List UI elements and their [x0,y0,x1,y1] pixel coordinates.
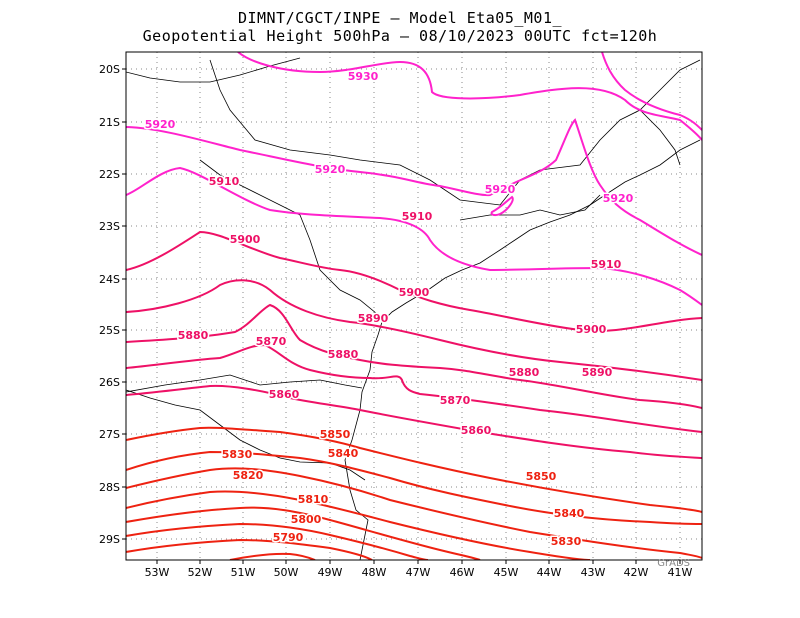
lon-tick-label: 52W [188,566,213,579]
map-frame [125,51,703,561]
lat-tick-label: 24S [99,273,120,286]
contour-label: 5910 [591,258,622,271]
contour-label: 5870 [440,394,471,407]
state-border-mg-es [639,109,681,166]
contour-label: 5880 [328,348,359,361]
contour-line [126,522,429,560]
contour-label: 5790 [273,531,304,544]
contour-label: 5840 [328,447,359,460]
contour-label: 5920 [315,163,346,176]
contour-label: 5810 [298,493,329,506]
lat-tick-label: 26S [99,376,120,389]
contour-label: 5840 [554,507,585,520]
contour-label: 5880 [509,366,540,379]
contour-label: 5860 [269,388,300,401]
lon-tick-label: 41W [668,566,693,579]
axis-tick-labels: 20S 21S 22S 23S 24S 25S 26S 27S 28S 29S 53W 52W 51W 5… [99,63,693,579]
lon-tick-label: 47W [406,566,431,579]
lon-tick-label: 46W [450,566,475,579]
contour-labels: 5930 5920 5920 5920 5920 5910 5910 5910 5900 5900… [143,69,635,550]
corner-text: GrADS [657,558,690,569]
state-border-sp-mg [209,59,701,206]
lon-tick-label: 49W [318,566,343,579]
contour-label: 5890 [358,312,389,325]
contour-line [126,279,702,381]
lon-tick-label: 51W [231,566,256,579]
contour-line [126,303,702,409]
contour-line [126,450,702,525]
lon-tick-label: 44W [537,566,562,579]
contour-line [490,195,514,217]
lat-tick-label: 27S [99,428,120,441]
contour-label: 5820 [233,469,264,482]
contour-line [126,343,702,433]
coastline-path [344,139,701,560]
contour-label: 5910 [402,210,433,223]
contour-label: 5830 [551,535,582,548]
contour-label: 5800 [291,513,322,526]
contour-line [229,552,316,560]
grid-lines [126,52,702,560]
contour-label: 5910 [209,175,240,188]
lon-tick-label: 48W [362,566,387,579]
title-line-2: Geopotential Height 500hPa – 08/10/2023 … [142,27,658,45]
contour-label: 5900 [576,323,607,336]
contour-line [126,118,702,256]
lon-tick-label: 42W [624,566,649,579]
lat-tick-label: 29S [99,533,120,546]
contour-label: 5890 [582,366,613,379]
contour-label: 5880 [178,329,209,342]
contour-line [126,426,702,513]
contour-lines [126,52,702,560]
contour-line [126,538,373,560]
contour-label: 5830 [222,448,253,461]
contour-label: 5860 [461,424,492,437]
contour-label: 5900 [230,233,261,246]
state-border-mg-rj [459,194,601,221]
contour-line [237,52,702,141]
state-border-sc-pr [126,374,363,393]
contour-label: 5850 [526,470,557,483]
lat-tick-label: 22S [99,168,120,181]
lat-tick-label: 21S [99,116,120,129]
coastline [126,57,701,560]
contour-label: 5920 [603,192,634,205]
contour-line [126,506,481,560]
lat-tick-label: 25S [99,324,120,337]
contour-line [601,52,702,131]
contour-label: 5870 [256,335,287,348]
state-border-pr-sp [199,159,383,319]
lat-tick-label: 23S [99,220,120,233]
contour-line [126,490,591,560]
axis-ticks [122,68,681,564]
contour-line [126,230,702,332]
contour-label: 5930 [348,70,379,83]
lon-tick-label: 53W [145,566,170,579]
lon-tick-label: 43W [581,566,606,579]
lat-tick-label: 28S [99,481,120,494]
contour-label: 5920 [485,183,516,196]
lon-tick-label: 50W [274,566,299,579]
contour-label: 5900 [399,286,430,299]
lat-tick-label: 20S [99,63,120,76]
contour-label: 5920 [145,118,176,131]
lon-tick-label: 45W [494,566,519,579]
contour-label: 5850 [320,428,351,441]
contour-line [126,467,702,559]
contour-line [126,384,702,459]
contour-line [126,166,702,306]
title-line-1: DIMNT/CGCT/INPE – Model Eta05_M01_ [237,9,563,27]
